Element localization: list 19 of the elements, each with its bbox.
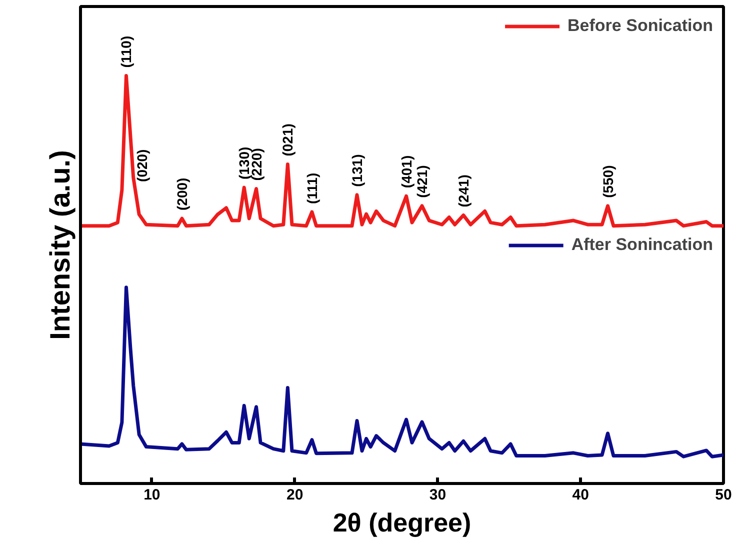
annotation: (021) bbox=[280, 124, 296, 156]
annotation: (200) bbox=[174, 178, 190, 210]
annotation: (241) bbox=[455, 174, 472, 208]
annotation: (401) bbox=[398, 155, 414, 188]
legend-label: After Sonincation bbox=[571, 234, 713, 254]
annotation: (550) bbox=[600, 165, 616, 198]
annotation: (131) bbox=[348, 154, 365, 187]
x-tick-label: 50 bbox=[715, 486, 732, 504]
legend-label: Before Sonication bbox=[568, 16, 713, 36]
x-tick-label: 30 bbox=[429, 486, 446, 504]
annotation: (421) bbox=[414, 165, 430, 198]
annotation: (111) bbox=[304, 172, 320, 204]
x-axis-title: 2θ (degree) bbox=[332, 508, 472, 538]
x-tick-label: 10 bbox=[144, 486, 160, 504]
annotation: (110) bbox=[118, 36, 134, 68]
annotation: (020) bbox=[134, 149, 150, 182]
x-tick-label: 40 bbox=[572, 486, 589, 504]
x-tick-label: 20 bbox=[286, 486, 304, 504]
y-axis-title: Intensity (a.u.) bbox=[44, 150, 76, 340]
